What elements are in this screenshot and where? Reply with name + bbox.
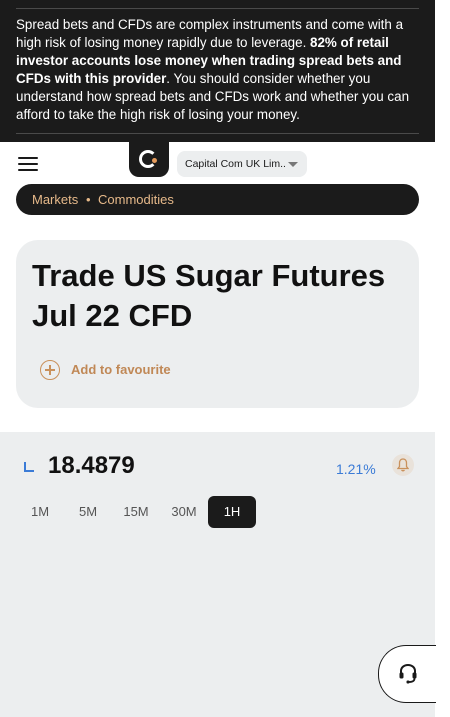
hamburger-icon[interactable]: [18, 157, 38, 171]
current-price: 18.4879: [48, 452, 135, 479]
breadcrumb: Markets • Commodities: [16, 184, 419, 215]
risk-text-bold: 82% of retail investor accounts lose mon…: [16, 35, 402, 86]
headset-icon: [399, 663, 417, 684]
logo-c-shape: [139, 150, 157, 168]
chart-panel: 18.4879 1.21% 1M 5M 15M 30M 1H: [0, 432, 435, 717]
support-chat-button[interactable]: [378, 645, 436, 703]
divider: [16, 8, 419, 9]
risk-warning-text: Spread bets and CFDs are complex instrum…: [16, 16, 421, 124]
breadcrumb-separator: •: [86, 192, 91, 207]
breadcrumb-markets[interactable]: Markets: [32, 192, 79, 207]
risk-text-part1: Spread bets and CFDs are complex instrum…: [16, 17, 404, 50]
logo-dot: [152, 158, 157, 163]
capital-com-logo[interactable]: [129, 142, 169, 177]
timeframe-15m[interactable]: 15M: [123, 504, 149, 519]
breadcrumb-commodities[interactable]: Commodities: [98, 192, 174, 207]
top-bar: Capital Com UK Lim...: [0, 142, 435, 184]
add-to-favourite-label: Add to favourite: [71, 362, 171, 377]
timeframe-1m[interactable]: 1M: [30, 504, 50, 519]
caret-down-icon: [288, 162, 298, 167]
trend-arrow-icon: [24, 462, 34, 472]
entity-selector-label: Capital Com UK Lim...: [185, 158, 285, 170]
instrument-card: Trade US Sugar Futures Jul 22 CFD Add to…: [16, 240, 419, 408]
timeframe-5m[interactable]: 5M: [78, 504, 98, 519]
plus-circle-icon: [40, 360, 60, 380]
divider: [16, 133, 419, 134]
timeframe-1h[interactable]: 1H: [208, 496, 256, 528]
risk-warning-banner: Spread bets and CFDs are complex instrum…: [0, 0, 435, 142]
timeframe-30m[interactable]: 30M: [171, 504, 197, 519]
entity-selector[interactable]: Capital Com UK Lim...: [177, 151, 307, 177]
page-title: Trade US Sugar Futures Jul 22 CFD: [32, 258, 386, 333]
price-change: 1.21%: [336, 461, 376, 477]
bell-plus-icon[interactable]: [392, 454, 414, 476]
risk-text-part2: . You should consider whether you unders…: [16, 71, 410, 122]
